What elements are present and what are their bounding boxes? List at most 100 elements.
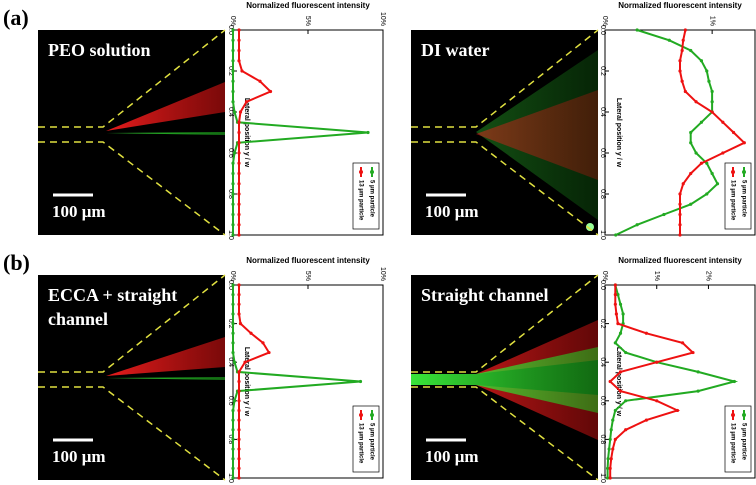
legend-box [352,405,380,473]
point [608,437,612,441]
point [231,28,235,32]
point [231,48,235,53]
point [237,48,241,53]
point [237,212,241,217]
point [231,437,235,441]
channel-wall [38,141,226,236]
point [237,428,241,432]
point [699,161,704,165]
y-tick-label: 0.6 [599,396,606,406]
point [237,283,241,287]
point [616,293,620,297]
point [613,437,617,441]
point [231,100,235,104]
point [678,202,682,206]
point [694,151,698,155]
point [689,48,693,53]
y-tick-label: 0.8 [599,435,606,445]
channel-wall [411,141,599,236]
channel-wall [411,274,599,373]
point [710,171,714,176]
x-tick-label: 5% [304,271,311,281]
point [237,38,241,42]
point [678,59,682,63]
point [237,223,241,227]
legend-swatch [742,170,746,174]
green-stream [106,132,225,135]
y-tick-label: 0.6 [227,396,234,406]
point [608,466,612,470]
point [237,192,241,196]
point [231,192,235,196]
channel-wall [38,274,226,373]
point [689,130,693,135]
point [231,79,235,83]
point [707,79,711,83]
point [231,161,235,165]
y-tick-label: 1.0 [599,473,606,483]
point [231,447,235,451]
legend-swatch [370,170,374,174]
point [721,120,725,124]
point [696,389,700,393]
point [232,151,237,155]
point [237,389,241,393]
point [237,130,241,135]
point [231,341,235,345]
point [231,466,235,470]
point [237,151,241,155]
point [608,379,612,384]
point [618,331,623,335]
y-axis-label: Lateral position y / w [615,98,622,168]
point [710,100,714,104]
point [732,379,736,384]
x-tick-label: 5% [304,16,311,26]
point [691,350,695,355]
y-tick-label: 0.2 [599,319,606,329]
legend-swatch [731,413,735,417]
legend-swatch [731,170,735,174]
legend-label: 13 μm particle [357,423,363,464]
y-tick-label: 1.0 [599,230,606,240]
point [689,141,693,145]
x-tick-label: 1% [708,16,715,26]
point [231,182,235,186]
red-stream [106,337,225,376]
y-axis-label: Lateral position y / w [243,98,250,168]
y-tick-label: 0.2 [227,319,234,329]
legend-label: 5 μm particle [368,423,374,461]
y-tick-label: 0.4 [227,357,234,367]
legend-swatch [359,170,363,174]
point [231,350,235,355]
point [618,370,623,374]
x-tick-label: 0% [601,271,608,281]
point [705,69,709,73]
point [358,379,363,384]
legend-box [724,405,752,473]
point [231,428,235,432]
point [237,457,241,461]
point [742,141,746,145]
y-tick-label: 0.0 [227,25,234,35]
point [237,312,241,316]
point [613,283,617,287]
point [605,476,610,480]
point [231,408,235,413]
point [237,161,241,165]
scale-bar-label: 100 μm [52,447,106,466]
image-title: Straight channel [421,285,549,305]
red-stream [476,90,598,180]
y-tick-label: 1.0 [227,230,234,240]
legend-label: 5 μm particle [740,180,746,218]
point [258,79,262,83]
x-tick-label: 2% [705,271,712,281]
point [231,322,235,326]
point [237,418,241,422]
point [231,457,235,461]
point [675,408,680,413]
point [238,110,243,114]
point [238,322,243,326]
legend-label: 5 μm particle [368,180,374,218]
green-stream [106,377,225,380]
legend-box [352,162,380,230]
